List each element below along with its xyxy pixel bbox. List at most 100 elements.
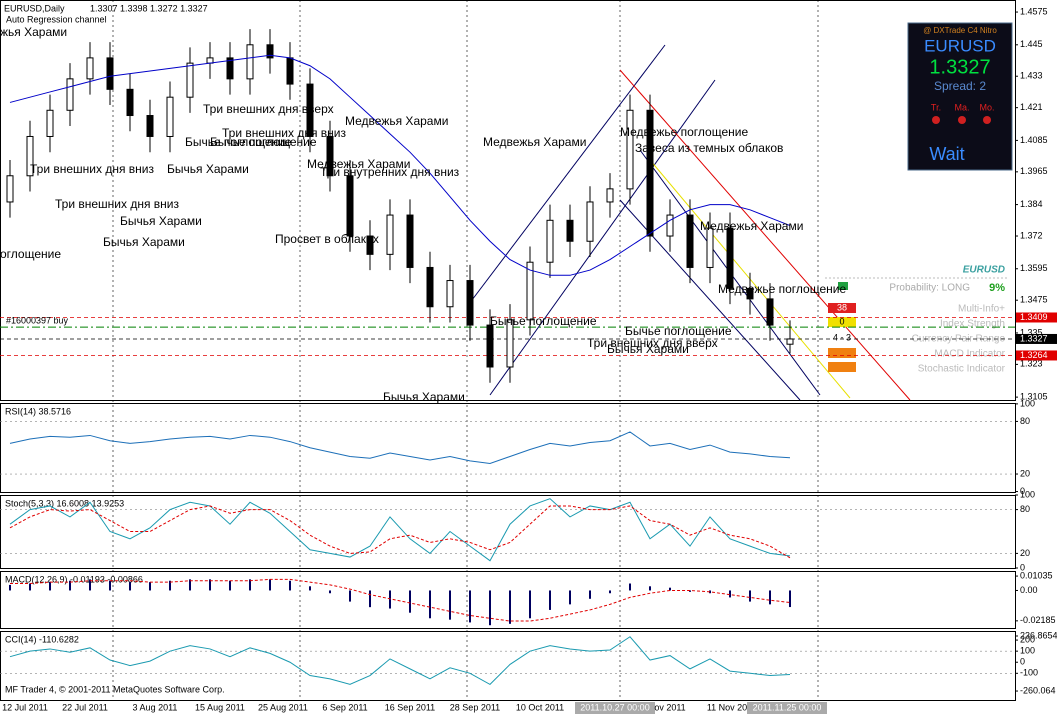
pattern-annotation: Медвежье поглощение [718, 282, 846, 296]
pattern-annotation: Медвежья Харами [483, 135, 586, 149]
moving-average [9, 54, 791, 276]
y-tick-label: 20 [1020, 548, 1030, 558]
y-tick-label: 20 [1020, 468, 1030, 478]
y-tick-label: 1.3595 [1020, 263, 1048, 273]
x-tick-label: 2011.10.27 00:00 [580, 702, 649, 712]
candle-body [506, 319, 514, 368]
pattern-annotation: Бычья Харами [383, 390, 465, 404]
info-box [828, 348, 856, 358]
pattern-annotation: Медвежья Харами [700, 219, 803, 233]
candle-body [766, 298, 774, 326]
pattern-annotation: Бычье поглощение [625, 324, 732, 338]
x-tick-label: 2011.11.25 00:00 [753, 702, 822, 712]
panel-title: Stoch(5,3,3) 16.6008 13.9253 [5, 498, 124, 508]
indicator-name: Auto Regression channel [6, 14, 107, 24]
y-tick-label: -100 [1020, 668, 1038, 678]
dx-icon [983, 116, 991, 124]
info-panel: EURUSD Probability: LONG 9% Multi-Info+ … [825, 265, 1008, 375]
pattern-annotation: Просвет в облаках [275, 232, 379, 246]
price-label: 1.3264 [1020, 350, 1048, 360]
candle-body [686, 214, 694, 268]
price-label-box [1016, 312, 1057, 323]
candle-body [26, 135, 34, 177]
x-tick-label: 6 Sep 2011 [322, 702, 367, 712]
x-tick-label: 25 Aug 2011 [258, 702, 308, 712]
candle-body [386, 214, 394, 255]
pattern-annotation: Медвежья Харами [345, 114, 448, 128]
candle-body [746, 287, 754, 300]
ohlc-header: 1.3307 1.3398 1.3272 1.3327 [90, 3, 208, 13]
dx-brand: @ DXTrade C4 Nitro [923, 26, 997, 35]
dx-icon [958, 116, 966, 124]
y-tick-label: 100 [1020, 398, 1035, 408]
candle-body [66, 78, 74, 111]
indicator-line [9, 636, 791, 686]
candle-body [166, 96, 174, 137]
y-tick-label: 1.384 [1020, 199, 1043, 209]
pattern-annotation: Бычье поглощение [185, 135, 292, 149]
dx-icon [932, 116, 940, 124]
y-tick-label: 0 [1020, 562, 1025, 572]
dx-flag: Mo. [979, 102, 994, 112]
info-percent: 9% [989, 282, 1005, 294]
pattern-annotation: Бычье поглощение [210, 135, 317, 149]
y-tick-label: 1.3105 [1020, 391, 1048, 401]
y-tick-label: 236.8654 [1020, 630, 1057, 640]
y-tick-label: 0.01035 [1020, 570, 1053, 580]
info-symbol: EURUSD [963, 265, 1005, 276]
candle-body [266, 44, 274, 59]
info-box-text: 0 [839, 316, 844, 326]
dx-flag: Ma. [954, 102, 969, 112]
candle-body [106, 57, 114, 90]
y-tick-label: 1.372 [1020, 230, 1043, 240]
candle-body [126, 88, 134, 117]
price-label-box [1016, 333, 1057, 344]
candle-body [366, 235, 374, 255]
signal-line [10, 578, 791, 622]
panel-title: MACD(12,26,9) -0.01193 -0.00866 [5, 574, 143, 584]
separators [0, 0, 1016, 701]
y-tick-label: 1.4575 [1020, 6, 1048, 16]
y-tick-label: 0 [1020, 486, 1025, 496]
y-tick-label: 1.323 [1020, 359, 1043, 369]
pattern-annotation: Бычья Харами [167, 162, 249, 176]
y-tick-label: 1.3965 [1020, 166, 1048, 176]
indicator-line [9, 505, 791, 559]
pattern-annotation: Три внешних дня вниз [55, 197, 180, 211]
info-row: Stochastic Indicator [918, 364, 1006, 375]
panel-title: CCI(14) -110.6282 [5, 634, 79, 644]
y-tick-label: 100 [1020, 489, 1035, 499]
candle-body [186, 62, 194, 98]
pattern-annotation: Завеса из темных облаков [635, 141, 783, 155]
pattern-annotation: Бычье поглощение [490, 314, 597, 328]
x-tick-label: 22 Jul 2011 [62, 702, 108, 712]
candle-body [246, 44, 254, 80]
price-label-box [1016, 350, 1057, 361]
pattern-annotation: Бычья Харами [103, 235, 185, 249]
candle-body [446, 280, 454, 308]
candle-body [86, 57, 94, 80]
x-tick-label: 3 Aug 2011 [133, 702, 178, 712]
y-tick-label: 0 [1020, 657, 1025, 667]
candle-body [306, 83, 314, 137]
symbol-header: EURUSD,Daily [4, 3, 65, 13]
info-box-text: 38 [837, 302, 847, 312]
y-tick-label: 100 [1020, 646, 1035, 656]
info-icon [838, 282, 848, 290]
dx-flag: Tr. [931, 102, 941, 112]
candle-body [486, 324, 494, 368]
candle-body [666, 214, 674, 237]
price-label: 1.3327 [1020, 333, 1048, 343]
pattern-annotation: Медвежье поглощение [620, 125, 748, 139]
candle-body [406, 214, 414, 268]
candle-body [286, 57, 294, 85]
copyright: MF Trader 4, © 2001-2011 MetaQuotes Soft… [5, 684, 225, 694]
dx-status: Wait [929, 144, 964, 164]
info-row: Currency Pair Range [912, 334, 1006, 345]
candle-body [786, 338, 794, 345]
pattern-annotation: оглощение [0, 247, 61, 261]
candle-body [646, 109, 654, 237]
y-tick-label: 80 [1020, 504, 1030, 514]
pattern-annotation: Три внешних дня вниз [222, 126, 347, 140]
